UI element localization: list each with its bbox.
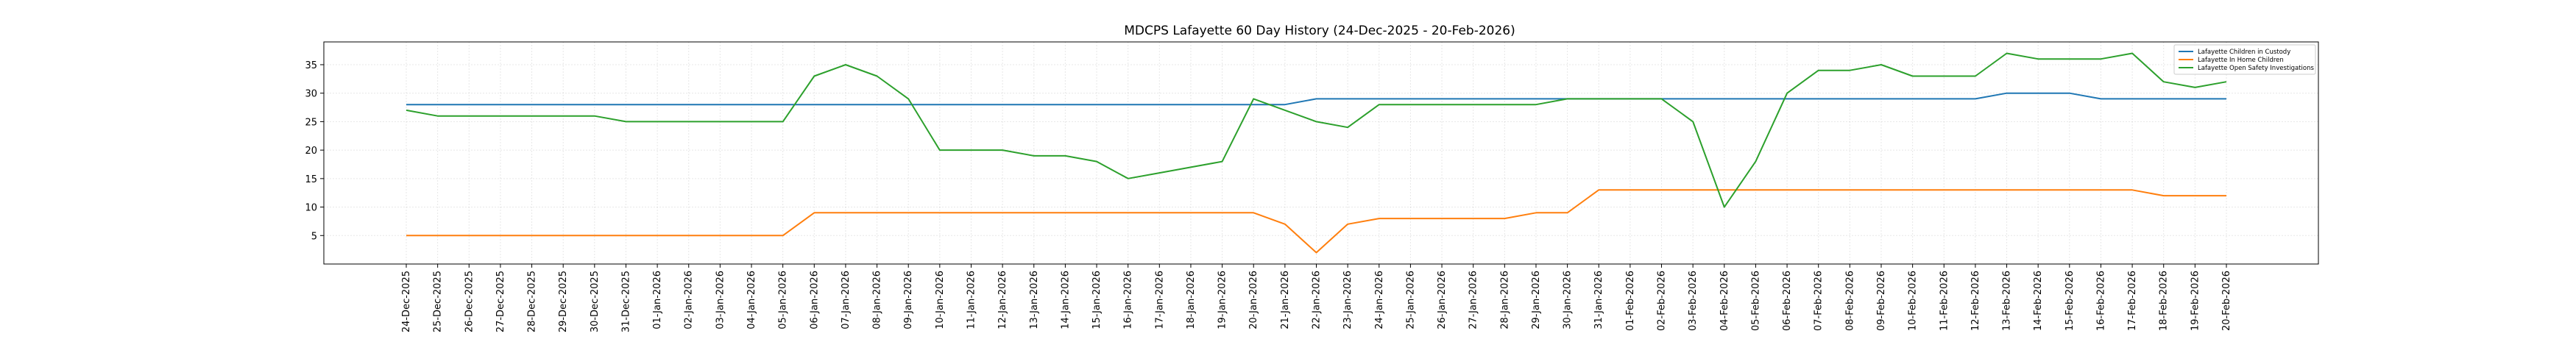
y-axis: 5 10 15 20 25 30 35: [305, 60, 324, 242]
x-tick-label: 10-Jan-2026: [935, 271, 946, 329]
x-tick-label: 04-Feb-2026: [1719, 271, 1730, 331]
x-tick-label: 01-Feb-2026: [1625, 271, 1636, 331]
x-tick-label: 14-Feb-2026: [2033, 271, 2044, 331]
y-tick-label: 10: [305, 203, 317, 214]
x-tick-label: 04-Jan-2026: [746, 271, 757, 329]
series-lines: [406, 52, 2227, 254]
x-tick-label: 02-Jan-2026: [684, 271, 695, 329]
x-tick-label: 31-Dec-2025: [620, 271, 631, 332]
x-tick-label: 11-Jan-2026: [966, 271, 977, 329]
x-tick-label: 19-Feb-2026: [2190, 271, 2201, 331]
y-tick-label: 30: [305, 89, 317, 100]
x-tick-label: 14-Jan-2026: [1060, 271, 1071, 329]
series-line-2: [406, 189, 2226, 254]
x-tick-label: 06-Jan-2026: [809, 271, 820, 329]
x-tick-label: 18-Jan-2026: [1186, 271, 1197, 329]
chart-title: MDCPS Lafayette 60 Day History (24-Dec-2…: [1124, 24, 1515, 38]
x-tick-label: 15-Jan-2026: [1091, 271, 1103, 329]
x-tick-label: 30-Dec-2025: [590, 271, 601, 332]
x-tick-label: 27-Dec-2025: [495, 271, 506, 332]
x-tick-label: 10-Feb-2026: [1908, 271, 1919, 331]
legend-label: Lafayette Open Safety Investigations: [2198, 65, 2314, 72]
x-tick-label: 28-Jan-2026: [1499, 271, 1510, 329]
x-tick-label: 11-Feb-2026: [1939, 271, 1950, 331]
x-tick-label: 08-Jan-2026: [872, 271, 883, 329]
y-tick-label: 15: [305, 174, 317, 185]
x-tick-label: 13-Feb-2026: [2002, 271, 2013, 331]
x-tick-label: 28-Dec-2025: [527, 271, 538, 332]
x-tick-label: 19-Jan-2026: [1217, 271, 1228, 329]
x-tick-label: 03-Jan-2026: [715, 271, 726, 329]
x-tick-label: 16-Feb-2026: [2095, 271, 2106, 331]
x-tick-label: 25-Jan-2026: [1405, 271, 1416, 329]
x-tick-label: 02-Feb-2026: [1657, 271, 1668, 331]
x-tick-label: 03-Feb-2026: [1688, 271, 1699, 331]
x-tick-label: 09-Feb-2026: [1876, 271, 1887, 331]
x-tick-label: 18-Feb-2026: [2159, 271, 2170, 331]
plot-area: [323, 41, 2319, 265]
x-tick-label: 06-Feb-2026: [1782, 271, 1793, 331]
series-line-1: [406, 92, 2226, 106]
x-tick-label: 13-Jan-2026: [1029, 271, 1040, 329]
legend-label: Lafayette In Home Children: [2198, 57, 2284, 64]
y-tick-label: 25: [305, 117, 317, 128]
x-tick-label: 22-Jan-2026: [1312, 271, 1323, 329]
x-tick-label: 27-Jan-2026: [1468, 271, 1479, 329]
x-tick-label: 20-Feb-2026: [2221, 271, 2232, 331]
x-tick-label: 29-Jan-2026: [1531, 271, 1542, 329]
x-tick-label: 07-Jan-2026: [841, 271, 852, 329]
x-tick-label: 31-Jan-2026: [1593, 271, 1604, 329]
x-tick-label: 01-Jan-2026: [652, 271, 663, 329]
x-tick-label: 15-Feb-2026: [2064, 271, 2076, 331]
y-tick-label: 5: [311, 231, 317, 242]
x-tick-label: 08-Feb-2026: [1844, 271, 1855, 331]
x-tick-label: 23-Jan-2026: [1342, 271, 1354, 329]
x-tick-label: 24-Dec-2025: [401, 271, 412, 332]
x-tick-label: 24-Jan-2026: [1374, 271, 1385, 329]
y-tick-label: 20: [305, 146, 317, 157]
x-tick-label: 12-Feb-2026: [1970, 271, 1981, 331]
x-tick-label: 26-Dec-2025: [464, 271, 475, 332]
x-tick-label: 21-Jan-2026: [1280, 271, 1291, 329]
legend-box: [2173, 44, 2316, 75]
x-tick-label: 20-Jan-2026: [1248, 271, 1259, 329]
legend-label: Lafayette Children in Custody: [2198, 49, 2290, 56]
y-tick-label: 35: [305, 60, 317, 71]
x-tick-label: 25-Dec-2025: [433, 271, 444, 332]
x-tick-label: 29-Dec-2025: [558, 271, 569, 332]
x-tick-label: 07-Feb-2026: [1814, 271, 1825, 331]
x-tick-label: 12-Jan-2026: [997, 271, 1008, 329]
x-tick-label: 26-Jan-2026: [1437, 271, 1448, 329]
x-tick-label: 09-Jan-2026: [903, 271, 914, 329]
x-tick-label: 30-Jan-2026: [1563, 271, 1574, 329]
x-tick-label: 16-Jan-2026: [1123, 271, 1134, 329]
x-tick-label: 17-Jan-2026: [1154, 271, 1165, 329]
x-tick-label: 17-Feb-2026: [2127, 271, 2138, 331]
x-axis: 24-Dec-2025 25-Dec-2025 26-Dec-2025 27-Dec-…: [401, 264, 2232, 332]
x-tick-label: 05-Jan-2026: [778, 271, 789, 329]
series-line-3: [406, 52, 2227, 208]
grid: [324, 42, 2318, 264]
x-tick-label: 05-Feb-2026: [1750, 271, 1761, 331]
